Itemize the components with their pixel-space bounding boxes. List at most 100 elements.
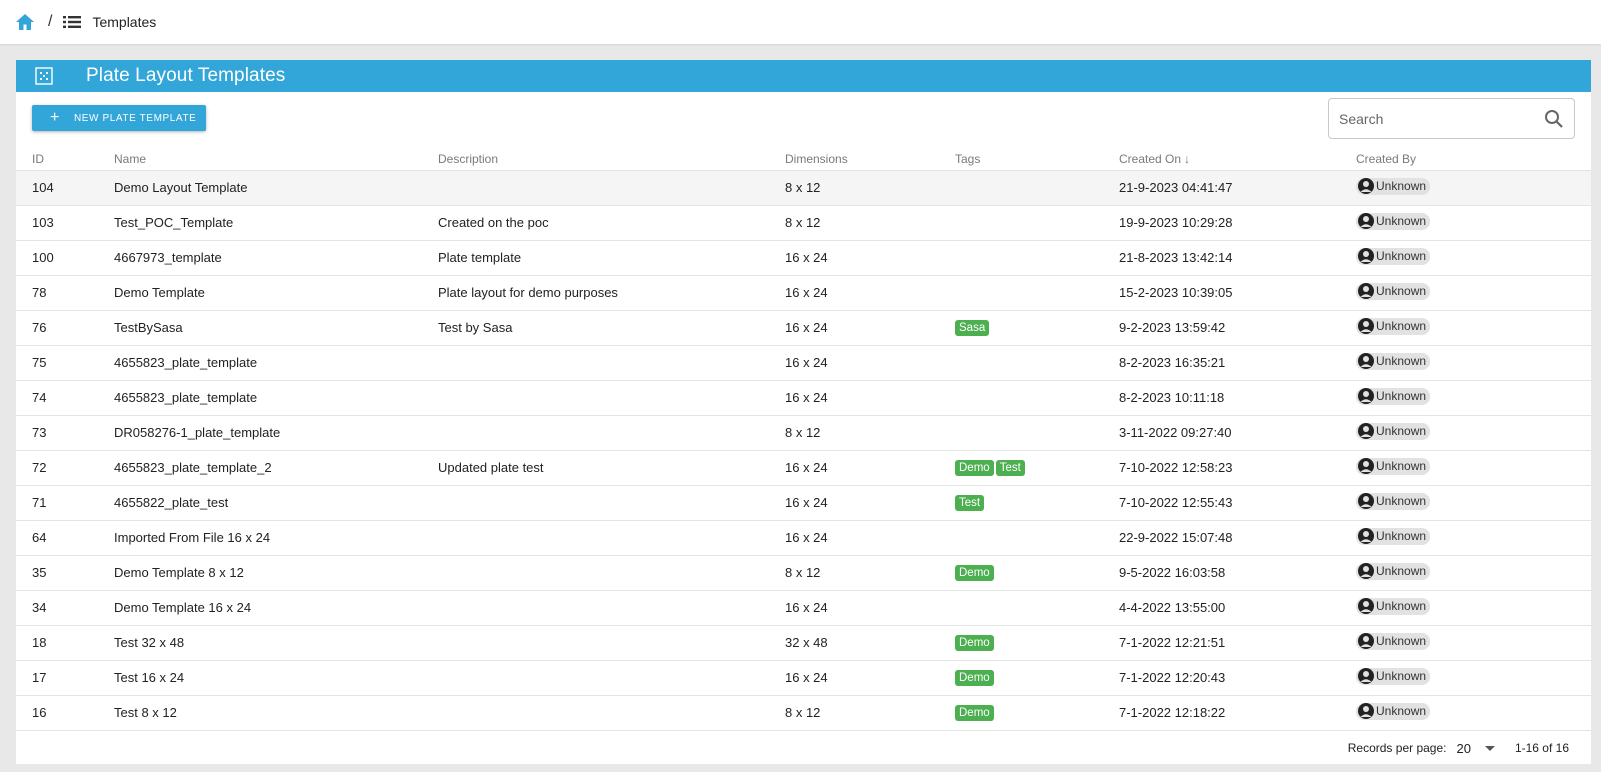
tag-badge: Demo: [955, 670, 994, 686]
cell-name: DR058276-1_plate_template: [114, 415, 438, 451]
table-row[interactable]: 104 Demo Layout Template 8 x 12 21-9-2023 0…: [16, 170, 1591, 206]
cell-dimensions: 8 x 12: [785, 415, 955, 451]
cell-id: 34: [16, 590, 114, 626]
cell-created-on: 4-4-2022 13:55:00: [1119, 590, 1356, 626]
cell-tags: [955, 345, 1119, 381]
cell-created-on: 7-10-2022 12:58:23: [1119, 450, 1356, 486]
user-chip: Unknown: [1356, 562, 1431, 580]
user-chip: Unknown: [1356, 527, 1431, 545]
user-chip: Unknown: [1356, 387, 1431, 405]
search-icon[interactable]: [1534, 109, 1574, 129]
user-chip: Unknown: [1356, 492, 1431, 510]
cell-tags: Sasa: [955, 310, 1119, 346]
cell-created-on: 8-2-2023 10:11:18: [1119, 380, 1356, 416]
user-name: Unknown: [1376, 424, 1427, 439]
pagination-range: 1-16 of 16: [1514, 741, 1569, 755]
table-row[interactable]: 78 Demo Template Plate layout for demo pur…: [16, 275, 1591, 311]
cell-name: 4655822_plate_test: [114, 485, 438, 521]
column-header-created-on[interactable]: Created On ↓: [1119, 150, 1356, 171]
cell-tags: [955, 170, 1119, 206]
cell-name: Test 8 x 12: [114, 695, 438, 731]
cell-name: 4655823_plate_template_2: [114, 450, 438, 486]
records-per-page-select[interactable]: 20: [1456, 741, 1495, 756]
cell-created-on: 19-9-2023 10:29:28: [1119, 205, 1356, 241]
table-row[interactable]: 64 Imported From File 16 x 24 16 x 24 22-9-…: [16, 520, 1591, 556]
cell-description: [438, 345, 785, 381]
breadcrumb-current: Templates: [92, 14, 157, 30]
cell-created-by: Unknown: [1356, 695, 1591, 731]
table-row[interactable]: 72 4655823_plate_template_2 Updated plate …: [16, 450, 1591, 486]
tag-badge: Test: [995, 460, 1025, 476]
cell-description: Test by Sasa: [438, 310, 785, 346]
user-icon: [1358, 423, 1374, 440]
cell-created-by: Unknown: [1356, 415, 1591, 451]
table-row[interactable]: 100 4667973_template Plate template 16 x 24…: [16, 240, 1591, 276]
cell-created-on: 3-11-2022 09:27:40: [1119, 415, 1356, 451]
search-box: [1328, 98, 1575, 139]
user-name: Unknown: [1376, 634, 1427, 649]
column-header-description[interactable]: Description: [438, 150, 785, 171]
tag-badge: Sasa: [955, 320, 990, 336]
cell-dimensions: 16 x 24: [785, 660, 955, 696]
pagination: Records per page: 20 1-16 of 16: [16, 732, 1591, 764]
user-icon: [1358, 668, 1374, 685]
cell-created-by: Unknown: [1356, 205, 1591, 241]
table-row[interactable]: 76 TestBySasa Test by Sasa 16 x 24 Sasa 9-2-2…: [16, 310, 1591, 346]
cell-description: [438, 170, 785, 206]
cell-dimensions: 16 x 24: [785, 485, 955, 521]
cell-created-by: Unknown: [1356, 450, 1591, 486]
table-row[interactable]: 18 Test 32 x 48 32 x 48 Demo 7-1-2022 12:21:…: [16, 625, 1591, 661]
toolbar: + NEW PLATE TEMPLATE: [16, 92, 1591, 150]
column-header-dimensions[interactable]: Dimensions: [785, 150, 955, 171]
cell-dimensions: 16 x 24: [785, 590, 955, 626]
column-header-created-on-label: Created On: [1119, 151, 1182, 166]
table-row[interactable]: 16 Test 8 x 12 8 x 12 Demo 7-1-2022 12:18:22…: [16, 695, 1591, 731]
cell-dimensions: 8 x 12: [785, 170, 955, 206]
breadcrumb-separator: /: [48, 13, 53, 30]
cell-tags: Demo: [955, 555, 1119, 591]
cell-created-by: Unknown: [1356, 660, 1591, 696]
grid-icon: [16, 67, 72, 85]
table-row[interactable]: 71 4655822_plate_test 16 x 24 Test 7-10-2022…: [16, 485, 1591, 521]
user-icon: [1358, 528, 1374, 545]
chevron-down-icon: [1484, 745, 1495, 751]
cell-created-on: 7-10-2022 12:55:43: [1119, 485, 1356, 521]
new-plate-template-button[interactable]: + NEW PLATE TEMPLATE: [32, 105, 206, 131]
cell-id: 16: [16, 695, 114, 731]
cell-created-by: Unknown: [1356, 275, 1591, 311]
user-icon: [1358, 703, 1374, 720]
cell-description: [438, 695, 785, 731]
cell-id: 73: [16, 415, 114, 451]
table-row[interactable]: 34 Demo Template 16 x 24 16 x 24 4-4-2022 1…: [16, 590, 1591, 626]
home-icon[interactable]: [14, 11, 36, 33]
search-input[interactable]: [1339, 110, 1534, 127]
table-row[interactable]: 35 Demo Template 8 x 12 8 x 12 Demo 9-5-2022…: [16, 555, 1591, 591]
table-row[interactable]: 17 Test 16 x 24 16 x 24 Demo 7-1-2022 12:20:…: [16, 660, 1591, 696]
cell-name: Test 16 x 24: [114, 660, 438, 696]
column-header-name[interactable]: Name: [114, 150, 438, 171]
column-header-created-by[interactable]: Created By: [1356, 150, 1591, 171]
table-row[interactable]: 75 4655823_plate_template 16 x 24 8-2-2023 …: [16, 345, 1591, 381]
cell-id: 71: [16, 485, 114, 521]
templates-panel: Plate Layout Templates + NEW PLATE TEMPL…: [16, 60, 1591, 764]
table-row[interactable]: 73 DR058276-1_plate_template 8 x 12 3-11-20…: [16, 415, 1591, 451]
tag-badge: Demo: [955, 460, 994, 476]
cell-created-on: 9-2-2023 13:59:42: [1119, 310, 1356, 346]
user-icon: [1358, 493, 1374, 510]
cell-id: 18: [16, 625, 114, 661]
top-bar: / Templates: [0, 0, 1601, 44]
cell-created-by: Unknown: [1356, 240, 1591, 276]
column-header-id[interactable]: ID: [16, 150, 114, 171]
table-row[interactable]: 74 4655823_plate_template 16 x 24 8-2-2023 …: [16, 380, 1591, 416]
tag-badge: Demo: [955, 635, 994, 651]
table-row[interactable]: 103 Test_POC_Template Created on the poc 8 …: [16, 205, 1591, 241]
column-header-tags[interactable]: Tags: [955, 150, 1119, 171]
cell-tags: [955, 520, 1119, 556]
user-chip: Unknown: [1356, 352, 1431, 370]
cell-created-on: 8-2-2023 16:35:21: [1119, 345, 1356, 381]
cell-tags: [955, 590, 1119, 626]
cell-tags: [955, 240, 1119, 276]
cell-created-by: Unknown: [1356, 345, 1591, 381]
cell-description: Updated plate test: [438, 450, 785, 486]
cell-created-on: 7-1-2022 12:18:22: [1119, 695, 1356, 731]
